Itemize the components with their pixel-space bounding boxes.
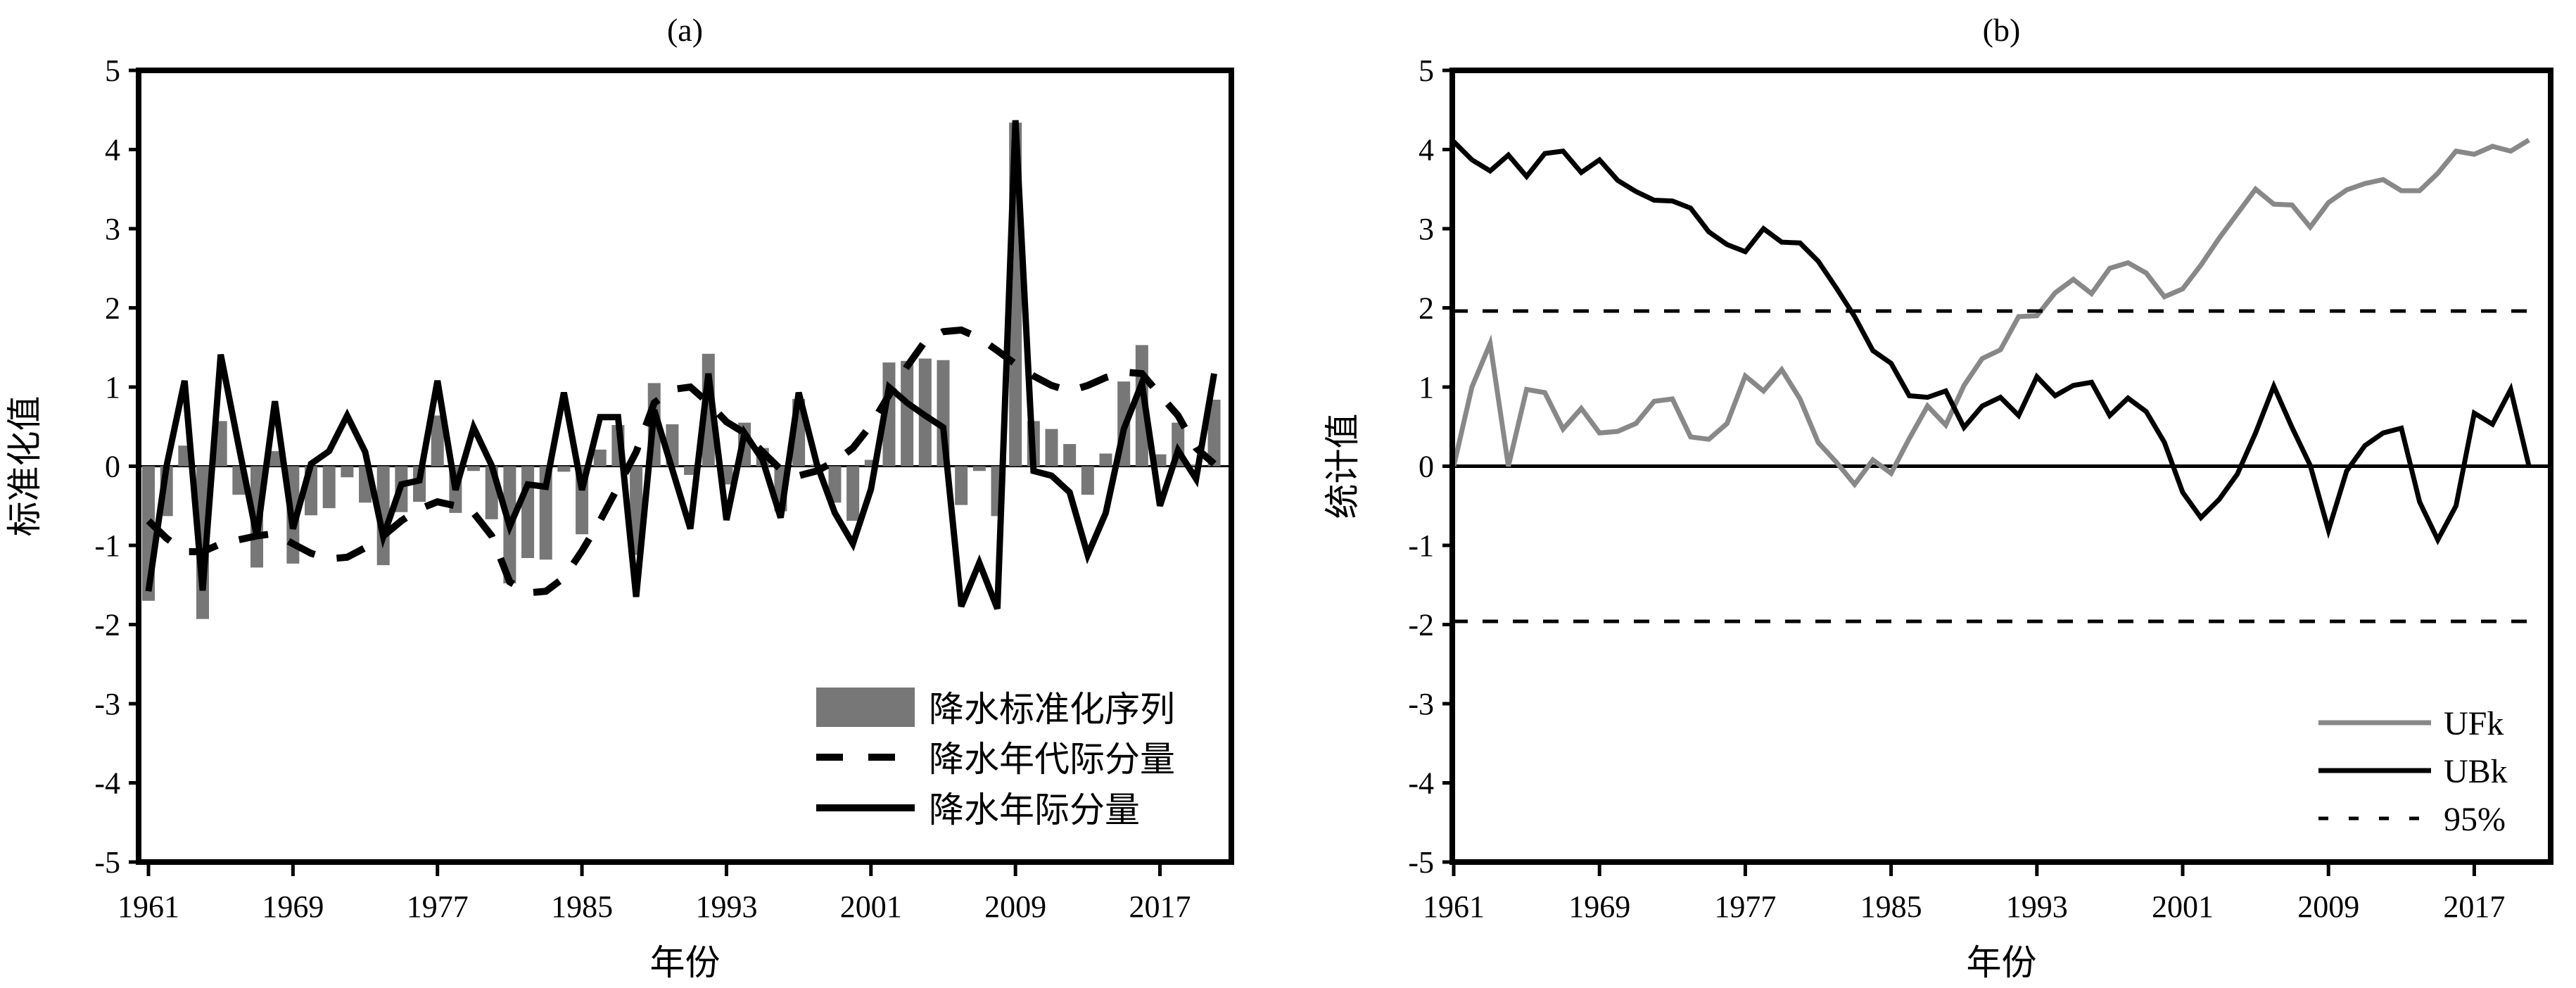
bar-2014 (1099, 453, 1112, 467)
bar-1986 (593, 449, 607, 467)
x-tick-label: 2017 (2443, 889, 2505, 924)
y-tick-label: 0 (105, 450, 120, 484)
bar-1999 (828, 466, 842, 503)
y-tick-label: 2 (105, 291, 120, 326)
y-tick-label: 4 (1419, 133, 1434, 167)
y-tick-label: -1 (94, 528, 120, 563)
bar-2006 (955, 466, 968, 505)
x-tick-label: 1969 (262, 889, 324, 924)
bar-1982 (521, 466, 535, 558)
bar-1984 (557, 466, 571, 472)
bar-2012 (1063, 444, 1077, 467)
y-tick-label: -5 (94, 845, 120, 880)
x-axis-label: 年份 (650, 943, 721, 982)
y-tick-label: -2 (1408, 608, 1434, 642)
line-UFk (1451, 138, 2530, 489)
line-UBk (1452, 139, 2532, 545)
x-tick-label: 1977 (407, 889, 469, 924)
x-tick-label: 2017 (1129, 889, 1191, 924)
x-tick-label: 1977 (1714, 889, 1776, 924)
plot-frame (1449, 68, 2553, 865)
x-tick-label: 1961 (118, 889, 179, 924)
bar-2001 (864, 460, 877, 467)
legend: UFk UBk 95% (2318, 705, 2508, 838)
y-tick-label: 5 (105, 53, 120, 88)
x-tick-label: 2009 (2297, 889, 2359, 924)
chart-title: (b) (1983, 12, 2021, 48)
plot-frame (136, 68, 1234, 865)
x-tick-label: 2001 (840, 889, 902, 924)
bar-1979 (467, 466, 481, 471)
y-tick-label: 1 (1419, 370, 1434, 405)
y-tick-label: 4 (105, 133, 120, 167)
bar-1971 (322, 466, 336, 509)
x-tick-label: 1985 (551, 889, 613, 924)
y-tick-label: -1 (1408, 528, 1434, 563)
bar-1968 (268, 451, 281, 467)
x-tick-label: 2001 (2152, 889, 2214, 924)
x-tick-label: 1993 (695, 889, 757, 924)
bar-2000 (846, 466, 860, 521)
legend-label: UBk (2444, 753, 2508, 790)
y-axis-label: 统计值 (1323, 414, 1362, 519)
x-tick-label: 1993 (2006, 889, 2068, 924)
y-tick-label: 0 (1419, 450, 1434, 484)
x-tick-label: 1985 (1860, 889, 1922, 924)
legend-swatch-bar (816, 688, 915, 727)
y-tick-label: -3 (1408, 687, 1434, 721)
y-tick-label: 3 (1419, 212, 1434, 246)
y-tick-label: -2 (94, 608, 120, 642)
x-axis-label: 年份 (1967, 943, 2037, 982)
y-axis-label: 标准化值 (5, 396, 44, 537)
y-tick-label: 1 (105, 370, 120, 405)
x-tick-label: 2009 (984, 889, 1046, 924)
y-tick-label: 5 (1419, 53, 1434, 88)
legend-label: 95% (2444, 801, 2506, 838)
line-降水年代际分量 (146, 326, 1217, 597)
x-tick-label: 1961 (1423, 889, 1485, 924)
legend-label: 降水标准化序列 (929, 690, 1175, 729)
y-tick-label: -4 (94, 766, 120, 801)
legend-label: 降水年际分量 (929, 790, 1140, 830)
bar-2020 (1207, 400, 1221, 467)
x-tick-label: 1969 (1568, 889, 1630, 924)
line-降水年际分量 (145, 120, 1217, 610)
bar-2007 (972, 466, 986, 471)
y-tick-label: -5 (1408, 845, 1434, 880)
y-tick-label: 3 (105, 212, 120, 246)
bar-2011 (1045, 429, 1058, 467)
chart-title: (a) (667, 12, 703, 48)
bar-1972 (341, 466, 354, 478)
y-tick-label: -4 (1408, 766, 1434, 801)
y-tick-label: 2 (1419, 291, 1434, 326)
bar-1974 (376, 466, 390, 566)
bar-1991 (684, 466, 697, 475)
bar-2013 (1081, 466, 1094, 495)
bar-1977 (431, 415, 444, 467)
legend-label: UFk (2444, 705, 2504, 742)
bar-2003 (901, 360, 914, 467)
y-tick-label: -3 (94, 687, 120, 721)
legend-label: 降水年代际分量 (929, 740, 1175, 779)
